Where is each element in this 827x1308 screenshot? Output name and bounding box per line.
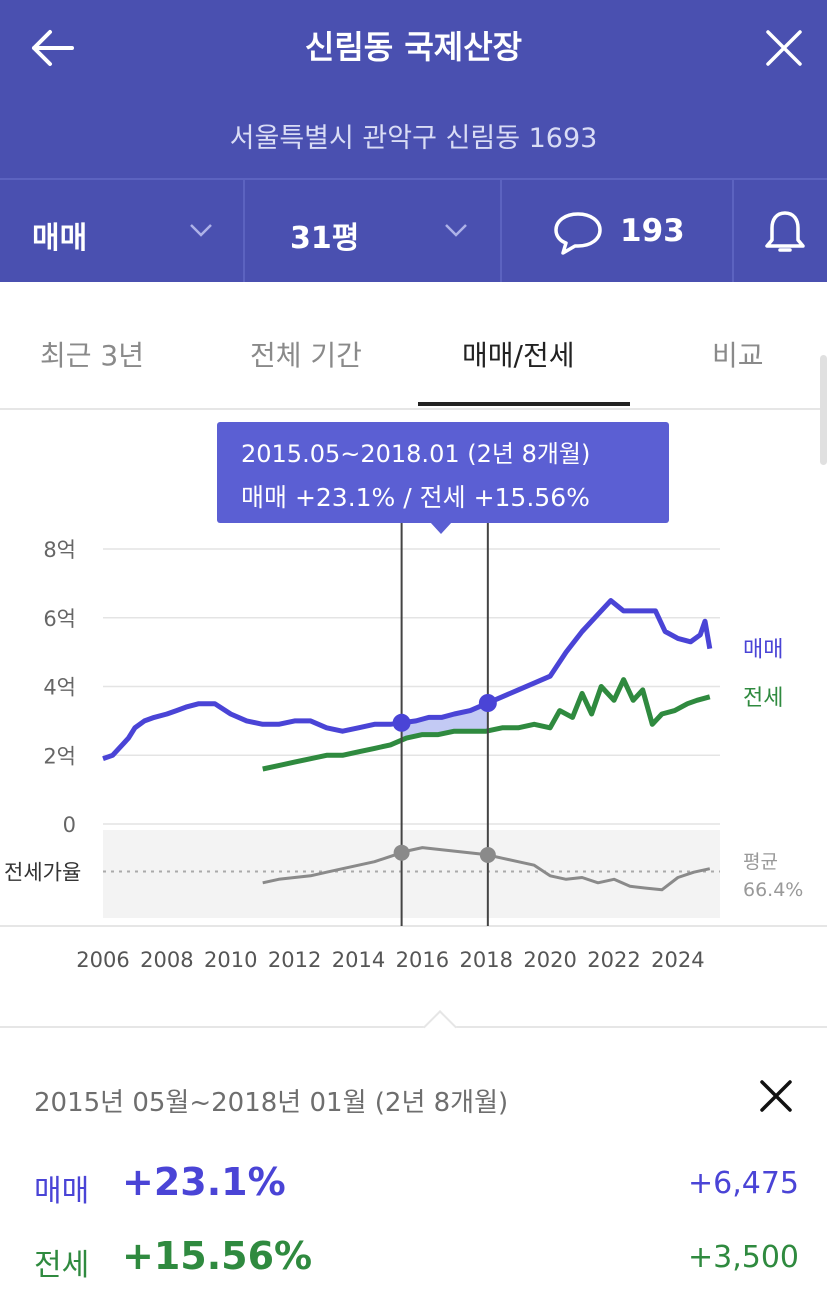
x-tick-label: 2024	[651, 948, 704, 972]
summary-jeonse-amount: +3,500	[687, 1240, 799, 1275]
close-icon[interactable]	[760, 24, 808, 72]
y-tick-label: 2억	[43, 744, 76, 768]
jeonse-series-label: 전세	[743, 686, 783, 711]
jeonse-series-line	[262, 677, 711, 772]
summary-sale-amount: +6,475	[687, 1166, 799, 1201]
close-icon[interactable]	[754, 1074, 798, 1118]
app-header: 신림동 국제산장 서울특별시 관악구 신림동 1693 매매 31평 193	[0, 0, 827, 282]
header-divider	[0, 178, 827, 180]
y-tick-label: 0	[63, 813, 76, 837]
x-tick-label: 2008	[140, 948, 193, 972]
tab-all-period[interactable]: 전체 기간	[250, 339, 362, 372]
y-tick-label: 8억	[43, 538, 76, 562]
ratio-average-label: 평균	[743, 851, 778, 873]
x-tick-label: 2014	[332, 948, 385, 972]
ratio-selection-point	[393, 844, 410, 861]
notification-button[interactable]	[734, 180, 827, 282]
ratio-band	[103, 830, 720, 918]
address-text: 서울특별시 관악구 신림동 1693	[229, 123, 598, 154]
tooltip-pointer	[430, 522, 452, 534]
period-tabs: 최근 3년 전체 기간 매매/전세 비교	[0, 282, 827, 410]
x-tick-label: 2006	[76, 948, 129, 972]
y-tick-label: 4억	[43, 676, 76, 700]
tooltip-change: 매매 +23.1% / 전세 +15.56%	[241, 483, 590, 512]
bell-icon	[765, 211, 805, 252]
x-tick-label: 2022	[587, 948, 640, 972]
back-arrow-icon[interactable]	[28, 26, 76, 70]
range-tooltip: 2015.05~2018.01 (2년 8개월) 매매 +23.1% / 전세 …	[217, 422, 669, 523]
price-chart[interactable]: 8억 6억 4억 2억 0 2006 2008 2010 2012 2014 2016 2018 202…	[0, 520, 827, 980]
ratio-average-value: 66.4%	[743, 879, 803, 901]
sale-selection-point	[392, 713, 411, 732]
tab-compare[interactable]: 비교	[712, 339, 764, 372]
filter-bar: 매매 31평 193	[0, 180, 827, 282]
summary-sale-percent: +23.1%	[122, 1160, 286, 1204]
summary-sale-label: 매매	[34, 1174, 90, 1209]
y-tick-label: 6억	[43, 607, 76, 631]
comment-count: 193	[620, 213, 685, 249]
speech-bubble-icon	[554, 212, 602, 255]
x-tick-label: 2020	[523, 948, 576, 972]
sale-selection-point	[478, 694, 497, 712]
divider-notch	[423, 1010, 457, 1044]
trade-type-select[interactable]: 매매	[0, 180, 245, 282]
ratio-series-label: 전세가율	[4, 861, 81, 885]
summary-period: 2015년 05월~2018년 01월 (2년 8개월)	[34, 1088, 509, 1118]
comments-button[interactable]: 193	[502, 180, 734, 282]
size-select[interactable]: 31평	[245, 180, 502, 282]
active-tab-indicator	[418, 402, 630, 406]
summary-jeonse-percent: +15.56%	[122, 1234, 313, 1278]
size-label: 31평	[290, 221, 360, 256]
x-tick-label: 2012	[268, 948, 321, 972]
tab-recent-3y[interactable]: 최근 3년	[40, 339, 144, 372]
tab-sale-jeonse[interactable]: 매매/전세	[462, 339, 575, 372]
x-tick-label: 2016	[396, 948, 449, 972]
chevron-down-icon	[190, 224, 212, 237]
sale-series-label: 매매	[743, 638, 783, 663]
x-tick-label: 2010	[204, 948, 257, 972]
scrollbar[interactable]	[820, 355, 827, 465]
trade-type-label: 매매	[32, 221, 88, 256]
summary-jeonse-label: 전세	[34, 1248, 90, 1283]
chevron-down-icon	[445, 224, 467, 237]
tooltip-period: 2015.05~2018.01 (2년 8개월)	[241, 440, 591, 468]
page-title: 신림동 국제산장	[304, 28, 523, 66]
section-divider	[0, 1026, 827, 1028]
ratio-selection-point	[479, 846, 496, 863]
x-tick-label: 2018	[460, 948, 513, 972]
